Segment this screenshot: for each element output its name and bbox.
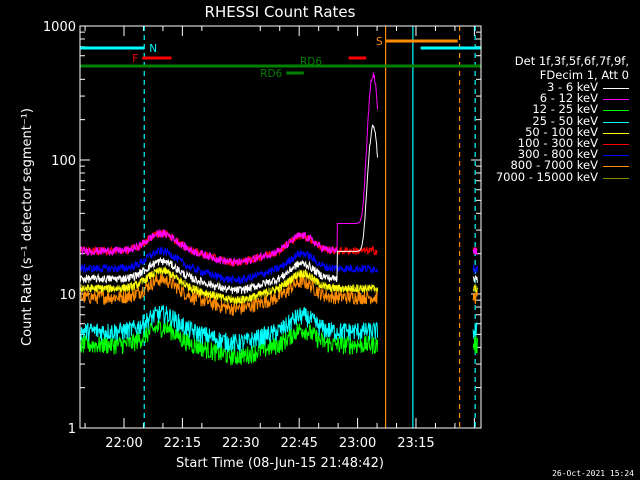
legend-entry-label: 12 - 25 keV bbox=[532, 102, 598, 117]
y-tick-label: 10 bbox=[59, 288, 76, 303]
y-axis-label: Count Rate (s⁻¹ detector segment⁻¹) bbox=[20, 108, 35, 346]
legend-entry-label: 3 - 6 keV bbox=[547, 80, 598, 94]
legend-swatch bbox=[603, 177, 629, 179]
series-line bbox=[472, 335, 478, 354]
legend-entry-label: 100 - 300 keV bbox=[517, 135, 598, 150]
x-tick-label: 22:00 bbox=[105, 436, 142, 451]
flag-label: RD6 bbox=[300, 56, 322, 68]
series-line bbox=[472, 264, 478, 274]
flag-label: RD6 bbox=[260, 68, 282, 80]
flag-label: N bbox=[149, 43, 157, 55]
series-line bbox=[472, 283, 478, 293]
legend-entry-label: 300 - 800 keV bbox=[517, 147, 598, 162]
legend-swatch bbox=[603, 99, 629, 101]
legend-swatch bbox=[603, 110, 629, 112]
flag-label: S bbox=[376, 36, 383, 48]
y-tick-label: 100 bbox=[51, 154, 76, 169]
plot-frame bbox=[79, 25, 482, 429]
series-line bbox=[472, 321, 478, 339]
legend-header-line: FDecim 1, Att 0 bbox=[539, 68, 629, 82]
series-line bbox=[472, 291, 478, 305]
legend-entry: 6 - 12 keV bbox=[478, 91, 636, 106]
legend-entry: 50 - 100 keV bbox=[478, 124, 636, 139]
legend-header-line: Det 1f,3f,5f,6f,7f,9f, bbox=[514, 54, 629, 68]
plot-area: 1 10 100 1000 22:00 22:15 22:30 22:45 23:00 23:15… bbox=[43, 20, 481, 451]
legend-swatch bbox=[603, 143, 629, 145]
legend-entry: 3 - 6 keV bbox=[478, 80, 636, 94]
y-tick-label: 1000 bbox=[43, 20, 76, 35]
legend-entry: 300 - 800 keV bbox=[478, 147, 636, 162]
legend-entry-label: 7000 - 15000 keV bbox=[495, 169, 598, 184]
series-line bbox=[472, 246, 478, 255]
legend-entry-label: 25 - 50 keV bbox=[532, 113, 598, 128]
legend-entry: 800 - 7000 keV bbox=[478, 158, 636, 173]
y-tick-label: 1 bbox=[68, 422, 76, 437]
series-line bbox=[472, 275, 478, 283]
x-axis-label: Start Time (08-Jun-15 21:48:42) bbox=[176, 456, 384, 471]
legend: Det 1f,3f,5f,6f,7f,9f, FDecim 1, Att 0 3… bbox=[478, 54, 636, 183]
x-tick-label: 23:15 bbox=[397, 436, 434, 451]
chart-title: RHESSI Count Rates bbox=[205, 3, 356, 21]
legend-entry: 25 - 50 keV bbox=[478, 113, 636, 128]
legend-entry-label: 50 - 100 keV bbox=[525, 124, 598, 139]
series-line bbox=[79, 305, 379, 352]
legend-swatch bbox=[603, 132, 629, 134]
series-line bbox=[79, 273, 379, 316]
series-line bbox=[79, 72, 379, 267]
legend-swatch bbox=[603, 155, 629, 157]
legend-entry: 7000 - 15000 keV bbox=[478, 169, 636, 184]
series-line bbox=[79, 124, 379, 295]
flag-label: F bbox=[132, 53, 138, 65]
x-tick-label: 23:00 bbox=[339, 436, 376, 451]
legend-swatch bbox=[603, 166, 629, 168]
series-line bbox=[79, 265, 379, 306]
legend-entry-label: 6 - 12 keV bbox=[539, 91, 598, 106]
legend-entry: 12 - 25 keV bbox=[478, 104, 636, 115]
legend-swatch bbox=[603, 121, 629, 123]
x-tick-label: 22:30 bbox=[222, 436, 259, 451]
legend-entry: 100 - 300 keV bbox=[478, 135, 636, 150]
legend-swatch bbox=[603, 88, 629, 89]
footer-timestamp: 26-Oct-2021 15:24 bbox=[552, 469, 634, 478]
legend-entry-label: 800 - 7000 keV bbox=[510, 158, 598, 173]
x-tick-label: 22:45 bbox=[280, 436, 317, 451]
series-line bbox=[79, 247, 379, 285]
x-tick-label: 22:15 bbox=[164, 436, 201, 451]
